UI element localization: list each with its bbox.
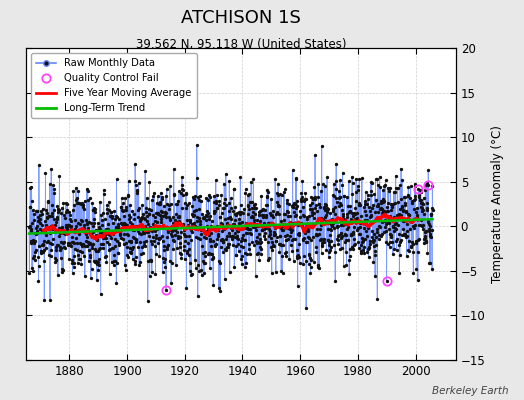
Legend: Raw Monthly Data, Quality Control Fail, Five Year Moving Average, Long-Term Tren: Raw Monthly Data, Quality Control Fail, … [31,53,196,118]
Y-axis label: Temperature Anomaly (°C): Temperature Anomaly (°C) [491,125,504,283]
Title: ATCHISON 1S: ATCHISON 1S [181,9,301,27]
Text: Berkeley Earth: Berkeley Earth [432,386,508,396]
Text: 39.562 N, 95.118 W (United States): 39.562 N, 95.118 W (United States) [136,38,346,51]
